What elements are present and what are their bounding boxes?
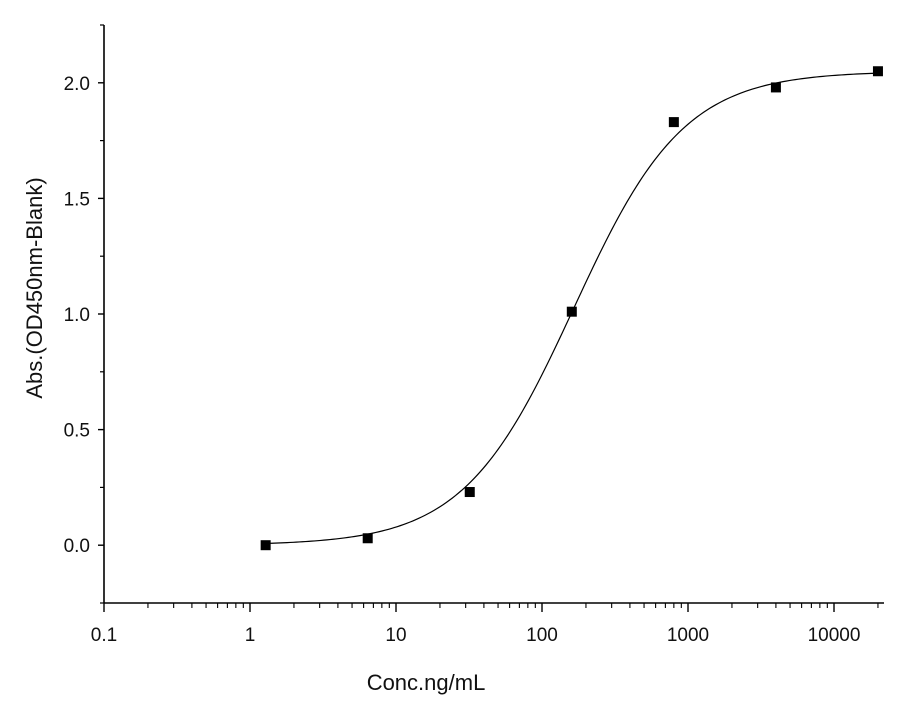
data-points (260, 66, 883, 551)
y-tick-label: 1.0 (64, 305, 90, 326)
axes: 0.0 0.5 1.0 1.5 2.0 0.1 1 10 100 1000 10000 (64, 24, 884, 646)
x-tick-label: 0.1 (91, 625, 117, 646)
x-tick-label: 1 (245, 625, 256, 646)
data-point (668, 117, 679, 128)
data-point (362, 533, 373, 544)
x-tick-label: 1000 (667, 625, 709, 646)
x-tick-label: 10000 (808, 625, 861, 646)
y-tick-label: 0.5 (64, 421, 90, 442)
y-tick-label: 1.5 (64, 189, 90, 210)
x-tick-label: 100 (526, 625, 558, 646)
data-point (260, 540, 271, 551)
data-point (464, 487, 475, 498)
data-point (872, 66, 883, 77)
y-tick-label: 2.0 (64, 74, 90, 95)
x-axis-label: Conc.ng/mL (367, 670, 486, 695)
data-point (566, 306, 577, 317)
data-point (770, 82, 781, 93)
y-axis-label: Abs.(OD450nm-Blank) (22, 177, 47, 398)
y-tick-label: 0.0 (64, 536, 90, 557)
x-tick-label: 10 (385, 625, 406, 646)
